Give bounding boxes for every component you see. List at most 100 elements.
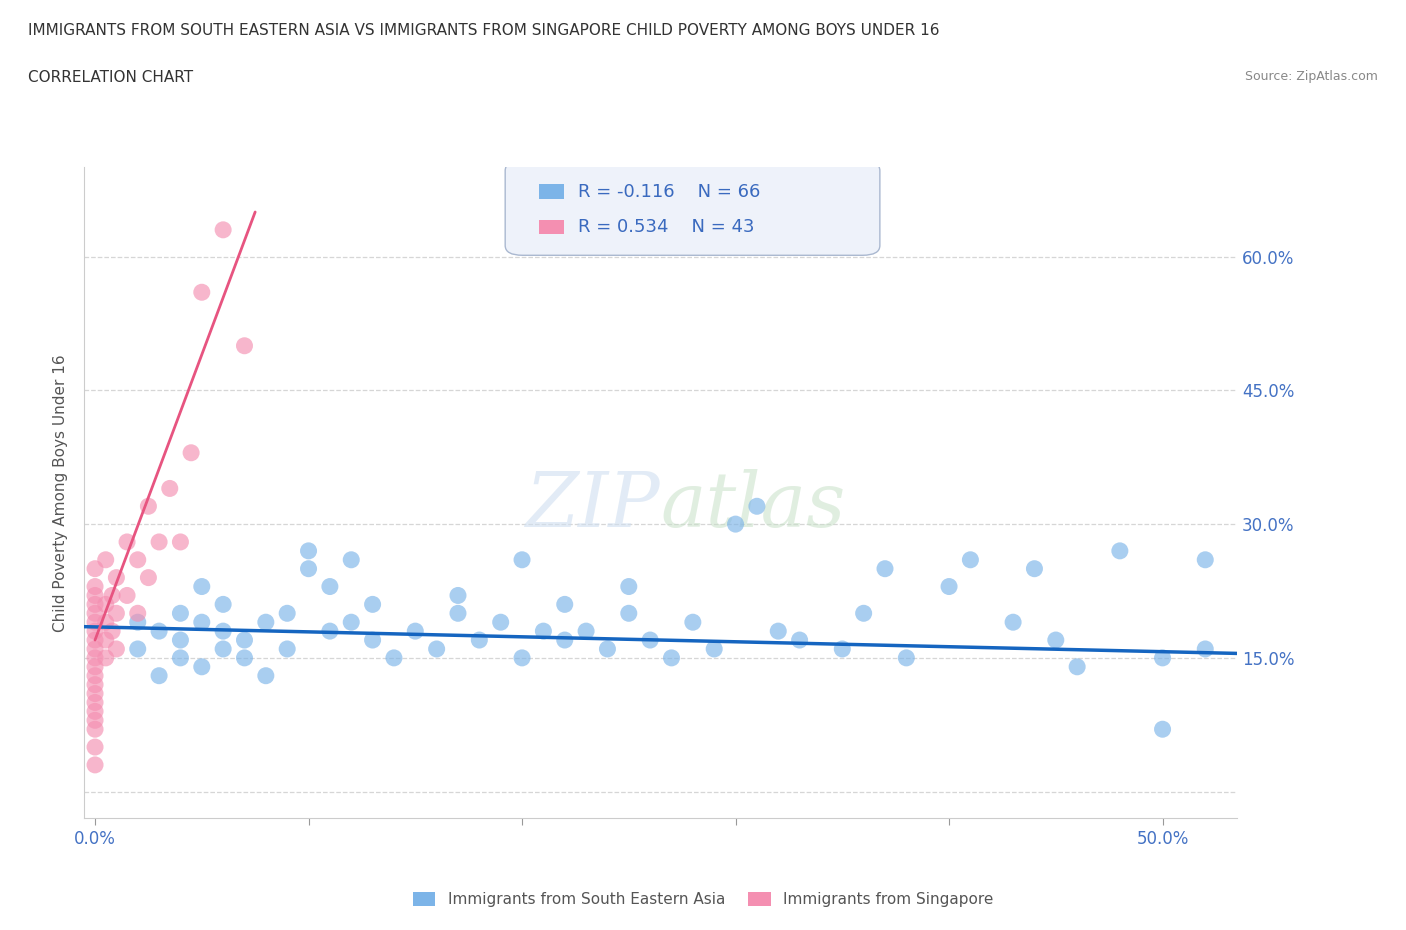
- Point: [276, 605, 298, 620]
- Point: [94, 650, 117, 665]
- Point: [254, 669, 277, 684]
- Point: [575, 624, 598, 639]
- Point: [148, 535, 170, 550]
- Point: [169, 650, 191, 665]
- Text: ZIP: ZIP: [526, 469, 661, 543]
- Point: [1066, 659, 1088, 674]
- Point: [105, 642, 128, 657]
- Point: [115, 535, 138, 550]
- Point: [852, 605, 875, 620]
- Bar: [538, 184, 564, 199]
- Point: [191, 285, 214, 299]
- Point: [1108, 543, 1130, 558]
- Point: [84, 597, 107, 612]
- Point: [84, 704, 107, 719]
- Point: [127, 552, 149, 567]
- Point: [554, 632, 576, 647]
- Point: [831, 642, 853, 657]
- Point: [101, 588, 124, 603]
- Point: [94, 632, 117, 647]
- Point: [789, 632, 811, 647]
- Point: [212, 222, 235, 237]
- Point: [84, 642, 107, 657]
- Point: [233, 339, 256, 353]
- Point: [233, 650, 256, 665]
- Point: [84, 713, 107, 728]
- Point: [703, 642, 725, 657]
- Point: [169, 605, 191, 620]
- Point: [297, 562, 319, 577]
- Point: [938, 579, 960, 594]
- Point: [84, 588, 107, 603]
- Point: [148, 624, 170, 639]
- Point: [959, 552, 981, 567]
- FancyBboxPatch shape: [505, 161, 880, 256]
- Point: [212, 624, 235, 639]
- Point: [94, 597, 117, 612]
- Point: [84, 686, 107, 701]
- Point: [682, 615, 704, 630]
- Y-axis label: Child Poverty Among Boys Under 16: Child Poverty Among Boys Under 16: [53, 354, 69, 631]
- Point: [510, 552, 533, 567]
- Point: [159, 481, 181, 496]
- Point: [510, 650, 533, 665]
- Point: [180, 445, 202, 460]
- Point: [447, 588, 470, 603]
- Point: [661, 650, 683, 665]
- Point: [617, 579, 640, 594]
- Point: [84, 605, 107, 620]
- Point: [94, 615, 117, 630]
- Point: [382, 650, 405, 665]
- Point: [276, 642, 298, 657]
- Point: [745, 498, 768, 513]
- Point: [84, 579, 107, 594]
- Point: [169, 632, 191, 647]
- Point: [361, 597, 384, 612]
- Point: [84, 562, 107, 577]
- Point: [148, 669, 170, 684]
- Bar: [538, 219, 564, 234]
- Point: [254, 615, 277, 630]
- Point: [1194, 642, 1216, 657]
- Text: Source: ZipAtlas.com: Source: ZipAtlas.com: [1244, 70, 1378, 83]
- Text: R = -0.116    N = 66: R = -0.116 N = 66: [578, 182, 761, 201]
- Point: [212, 642, 235, 657]
- Point: [447, 605, 470, 620]
- Point: [84, 739, 107, 754]
- Point: [554, 597, 576, 612]
- Point: [340, 615, 363, 630]
- Point: [468, 632, 491, 647]
- Point: [489, 615, 512, 630]
- Point: [169, 535, 191, 550]
- Point: [233, 632, 256, 647]
- Point: [94, 552, 117, 567]
- Point: [191, 615, 214, 630]
- Point: [138, 498, 160, 513]
- Point: [1024, 562, 1046, 577]
- Point: [1152, 650, 1174, 665]
- Point: [84, 632, 107, 647]
- Point: [768, 624, 790, 639]
- Point: [297, 543, 319, 558]
- Point: [873, 562, 896, 577]
- Point: [101, 624, 124, 639]
- Point: [1002, 615, 1025, 630]
- Point: [596, 642, 619, 657]
- Text: atlas: atlas: [661, 469, 846, 543]
- Point: [340, 552, 363, 567]
- Point: [84, 650, 107, 665]
- Point: [1194, 552, 1216, 567]
- Point: [105, 570, 128, 585]
- Point: [138, 570, 160, 585]
- Point: [1045, 632, 1067, 647]
- Point: [404, 624, 426, 639]
- Point: [531, 624, 554, 639]
- Point: [212, 597, 235, 612]
- Point: [84, 669, 107, 684]
- Point: [84, 615, 107, 630]
- Point: [896, 650, 918, 665]
- Point: [127, 615, 149, 630]
- Point: [84, 757, 107, 772]
- Point: [127, 642, 149, 657]
- Text: CORRELATION CHART: CORRELATION CHART: [28, 70, 193, 85]
